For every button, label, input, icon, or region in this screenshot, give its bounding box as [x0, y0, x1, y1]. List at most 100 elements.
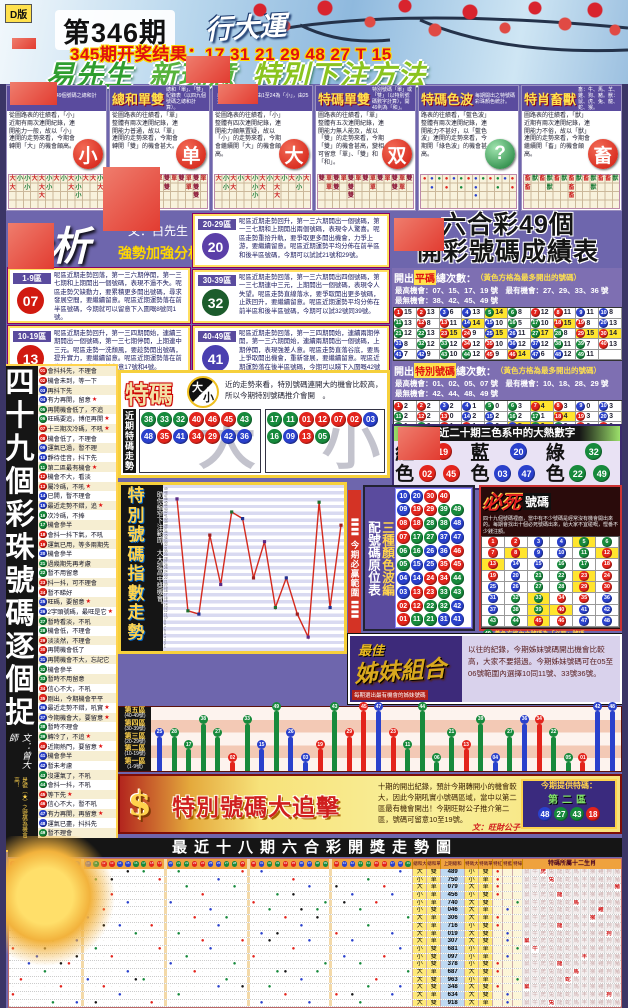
zodiac-cell: 猴: [587, 884, 597, 892]
grid-mark: ●: [444, 176, 449, 182]
zodiac-cell: 虎: [538, 992, 547, 999]
dot-cell: ·: [233, 930, 236, 937]
grid-mark: 大: [274, 193, 281, 199]
list-item-text: 機會參半: [47, 551, 73, 559]
analysis-subtitle: 強勢加強分析版: [118, 245, 216, 261]
svg-text:12: 12: [164, 609, 168, 613]
mini-ball-43: 43: [356, 859, 364, 869]
ball-47: 47: [517, 465, 535, 482]
panel-body: 路表的往績看，「藍色波」整體有兩次連開紀錄，連開能力不甚好，以「藍色波」連開的走…: [419, 111, 518, 173]
list-title-char: 捉: [5, 695, 35, 729]
dot-cell: ·: [324, 992, 327, 998]
grid-col: 大大: [259, 175, 266, 208]
grid-mark: 畜: [524, 176, 531, 182]
ball-38: 38: [553, 339, 563, 349]
dot-cell: ·: [193, 992, 196, 998]
dot-cell: ●: [350, 938, 355, 945]
ball-39: 39: [533, 604, 544, 615]
grid-col: 大: [53, 175, 60, 208]
dot-cell: ·: [126, 961, 129, 968]
dot-cell: ·: [292, 907, 295, 914]
dot-cell: ·: [300, 968, 303, 975]
ball-17: 17: [530, 318, 540, 328]
grid-mark: 單: [325, 176, 332, 182]
zone-bar: 27: [505, 707, 515, 771]
special-bigsmall: 大: [464, 984, 479, 991]
ball-10: 10: [599, 308, 609, 318]
list-item: 13 屬冷碼，不吼 ★: [38, 481, 116, 492]
sum-oddeven: 雙: [426, 953, 441, 961]
dot-cell: ·: [60, 999, 62, 1006]
wave-cell: ●: [512, 899, 523, 907]
ball-row: 16 09 13 05: [266, 427, 384, 444]
zodiac-cell: 虎: [538, 907, 547, 915]
ball-29: 29: [39, 636, 47, 645]
normal-chip: 平碼: [414, 270, 436, 285]
dot-cell: ·: [233, 899, 236, 906]
grid-mark: 小: [296, 176, 303, 182]
zodiac-cell: 豬: [612, 968, 621, 976]
zone-label: 第四區 (30-39號): [119, 720, 151, 733]
grid-col: 小: [281, 175, 288, 208]
sisters-title-area: 最佳 姊妹組合 每期選出最有機會的姊妹號碼: [350, 636, 462, 702]
grid-mark: 畜: [539, 176, 546, 182]
special-bigsmall: 大: [464, 938, 479, 945]
dot-cell: ·: [351, 999, 354, 1006]
count-cell-13: 13 0: [439, 411, 463, 423]
zodiac-cell: 羊: [579, 961, 588, 968]
dot-cell: ·: [126, 884, 129, 891]
special-stats-1: 最高機會：01、02、05、07 號 最有機會：10、18、28、29 號: [395, 379, 609, 389]
count-value: 0: [449, 413, 454, 421]
wave-cell: [502, 945, 513, 953]
grid-mark: 大: [38, 176, 45, 182]
edition-badge: D版: [5, 4, 33, 23]
dot-cell: ·: [276, 869, 279, 875]
zodiac-cell: 虎: [538, 899, 547, 907]
zone-bar: 36: [520, 707, 529, 771]
dot-cell: ·: [185, 907, 188, 914]
count-cell-5: 5 14: [485, 308, 508, 319]
ball-1: 1: [488, 537, 498, 547]
zodiac-cell: 猴: [587, 976, 597, 984]
dot-cell: ·: [308, 984, 311, 991]
zodiac-cell: 虎: [538, 984, 547, 991]
zone-bar-cap: 05: [563, 753, 573, 763]
mini-ball-41: 41: [340, 859, 348, 869]
dot-cell: ·: [193, 984, 196, 991]
wave-cell: [502, 976, 513, 984]
list-item-text: 次冷碼，不捧: [47, 512, 85, 520]
ball-16: 16: [410, 544, 423, 558]
trend-row: ·····●········●·●···●·······●·●·········…: [9, 869, 621, 877]
dot-cell: ·: [276, 945, 279, 952]
dot-cell: ·: [217, 999, 220, 1006]
position-row: 10 20 30 40: [397, 490, 470, 503]
special-note: （黃色方格為最多開出的號碼）: [496, 366, 601, 376]
dot-cell: ·: [233, 869, 236, 875]
zodiac-cell: 鼠: [522, 922, 531, 930]
dot-cell: ·: [359, 915, 362, 922]
ball-7: 7: [488, 548, 498, 558]
dot-cell: ·: [268, 968, 271, 975]
special-bigsmall-text: 近的走勢來看，特別號碼連開大的機會比較高，所以今期特別號碼推介會開 。: [225, 380, 383, 401]
count-cell-9: 9 11: [576, 308, 600, 319]
count-value: 2: [404, 402, 408, 410]
zone-bar-cap: 43: [330, 702, 340, 711]
dot-cell: ·: [268, 915, 271, 922]
grid-mark: 單: [369, 176, 376, 182]
dot-cell: ·: [308, 922, 311, 929]
zone-bar: 43: [330, 702, 340, 771]
hot-label-char: 色: [395, 464, 415, 485]
dot-cell: ·: [252, 992, 255, 998]
ball-48: 48: [538, 807, 552, 822]
zone-bar-cap: 45: [359, 702, 369, 711]
dot-cell: ·: [391, 945, 394, 952]
zodiac-cell: 羊: [579, 922, 588, 930]
count-value: 10: [449, 351, 458, 358]
death-cell-16: 16: [550, 559, 574, 571]
sum-bigsmall: 小: [412, 907, 427, 915]
ball-32: 32: [510, 593, 521, 604]
star-icon: ★: [91, 463, 98, 471]
death-cell-1: 1: [482, 536, 505, 549]
previous-result-line: 345期开奖结果：17 31 21 29 48 27 T 15: [70, 45, 392, 64]
